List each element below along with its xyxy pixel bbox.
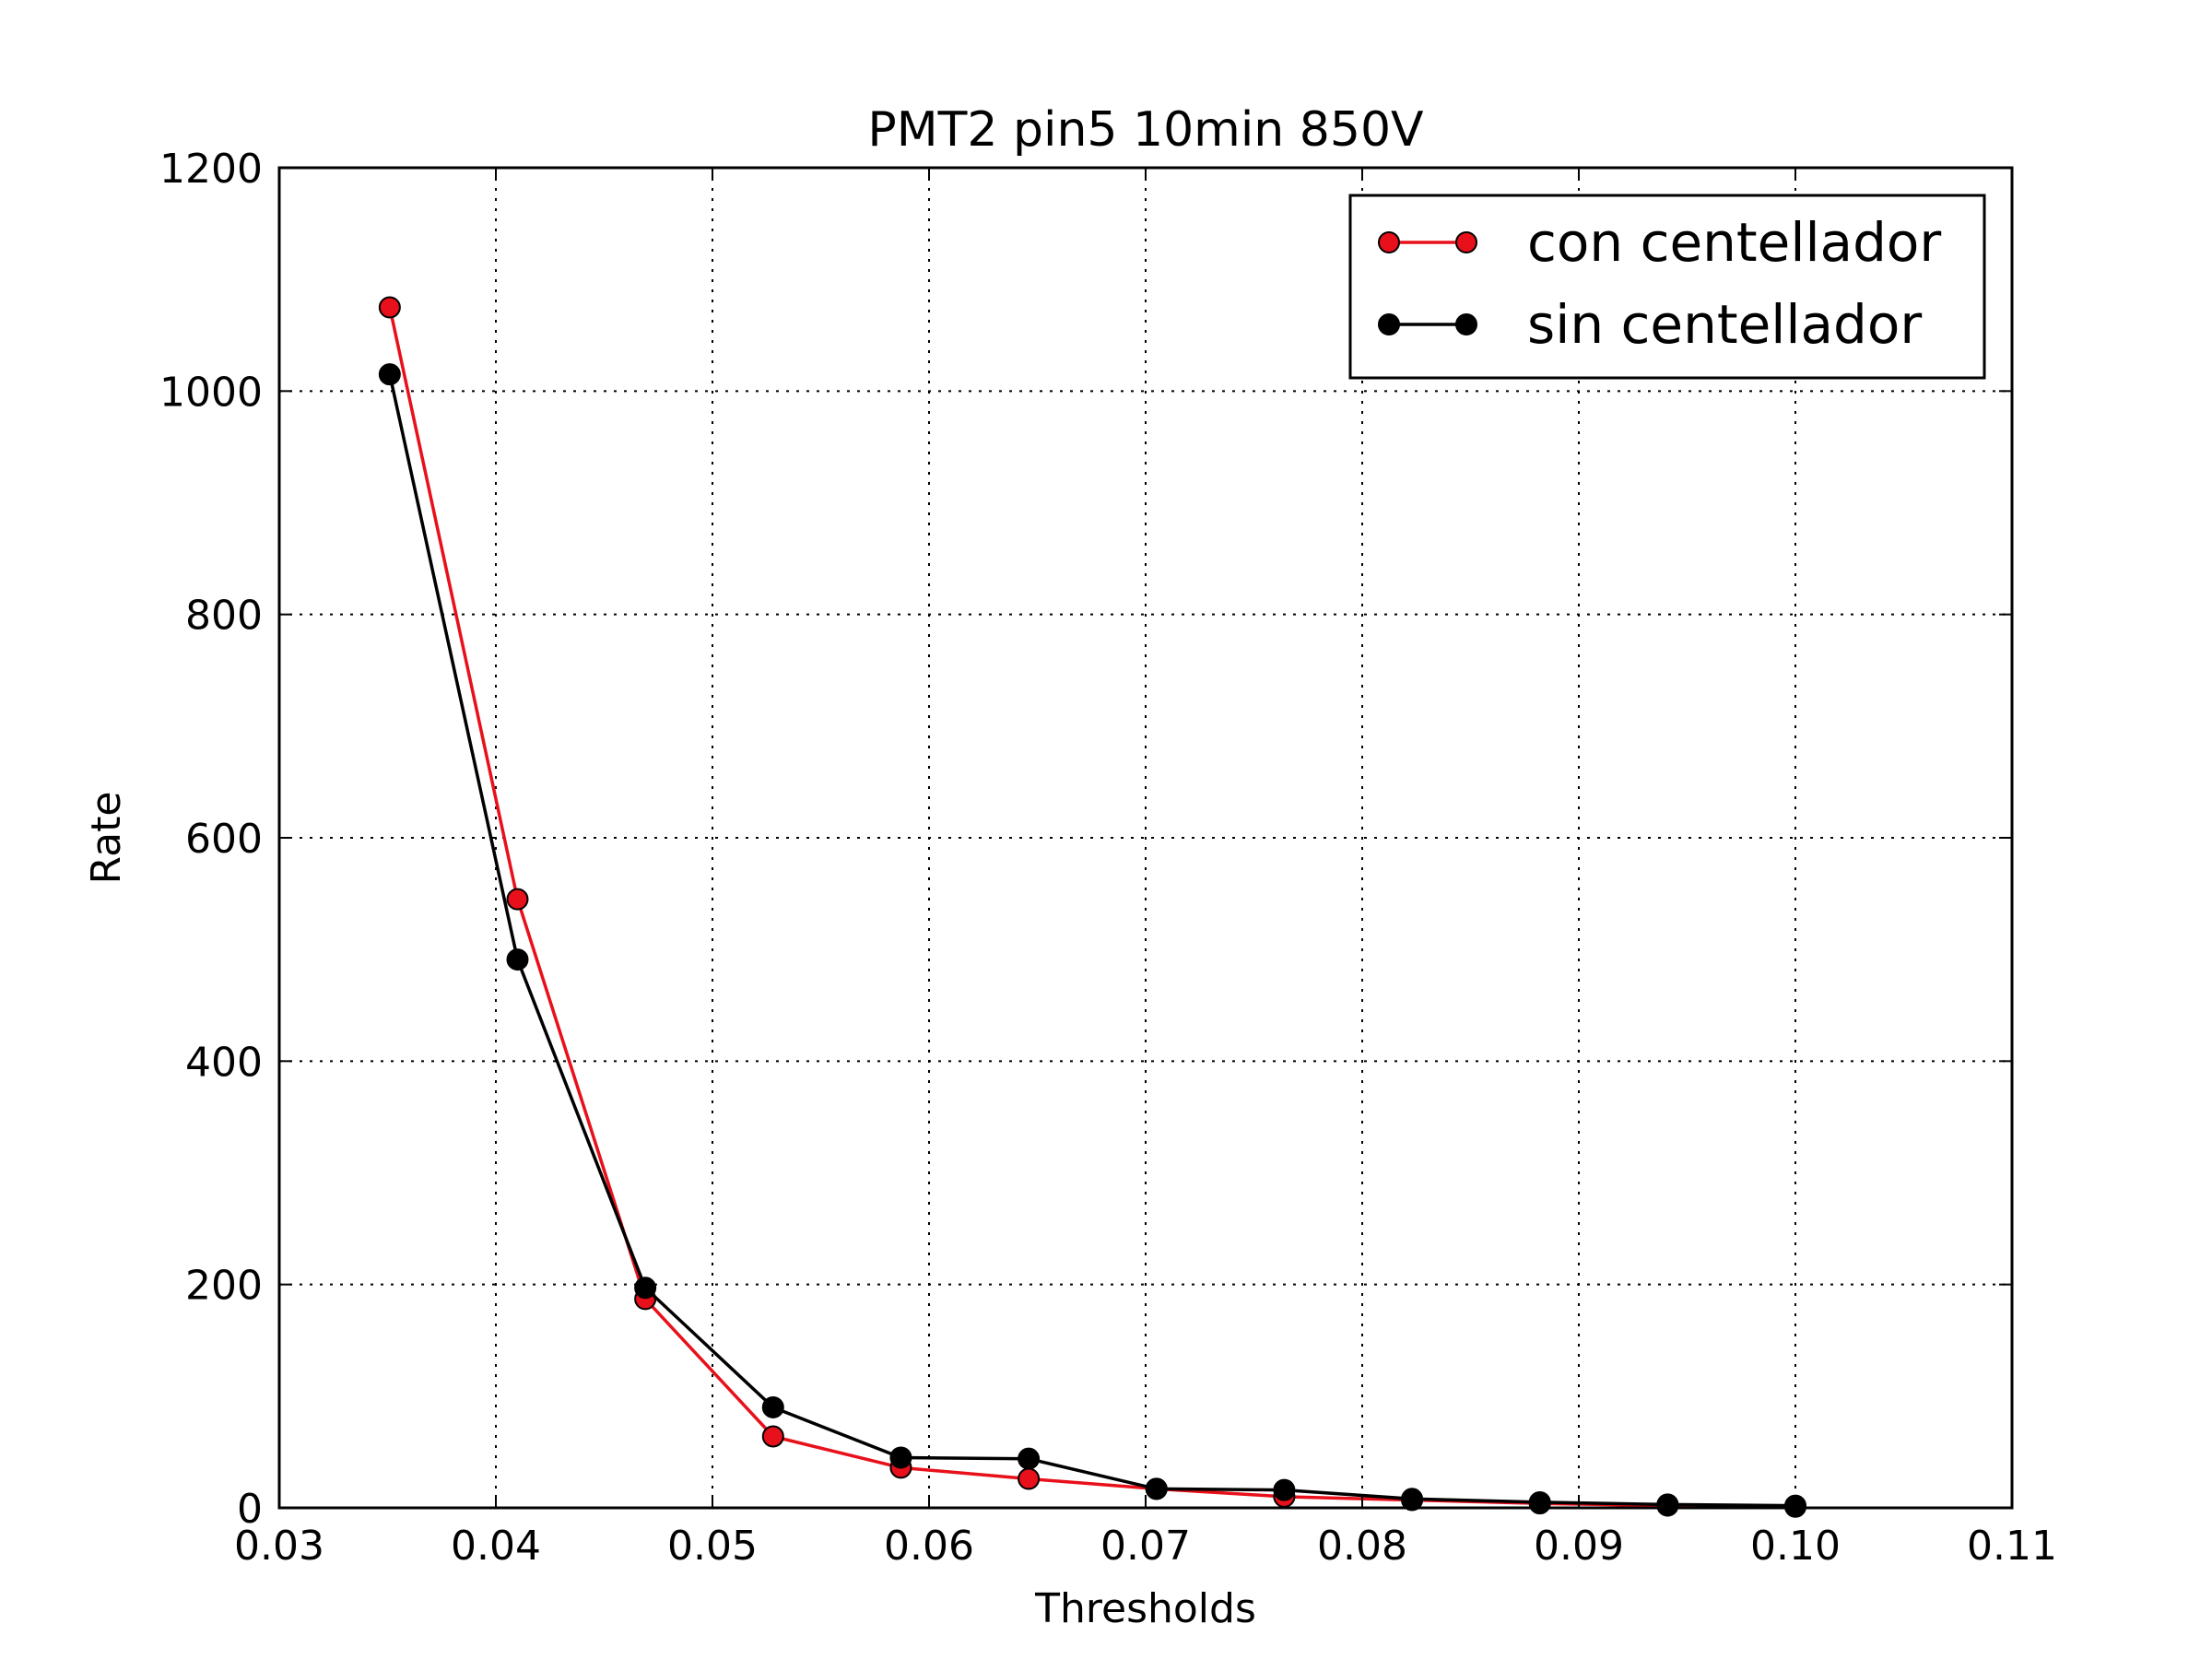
x-tick-label: 0.08	[1317, 1523, 1407, 1570]
series-line	[388, 373, 1796, 1508]
x-tick-label: 0.06	[884, 1523, 974, 1570]
data-point	[1018, 1447, 1041, 1470]
x-tick-label: 0.10	[1750, 1523, 1841, 1570]
y-tick-label: 200	[185, 1263, 263, 1310]
data-point	[506, 888, 529, 911]
y-tick-label: 0	[237, 1486, 263, 1533]
x-tick-label: 0.03	[234, 1523, 324, 1570]
legend-marker	[1455, 313, 1477, 335]
series-layer	[378, 296, 1806, 1518]
x-tick-label: 0.05	[667, 1523, 758, 1570]
legend-marker	[1455, 231, 1477, 253]
data-point	[378, 363, 401, 386]
grid	[279, 168, 2012, 1508]
data-point	[378, 296, 401, 319]
data-point	[506, 948, 529, 971]
y-tick-label: 1000	[159, 369, 263, 416]
x-tick-label: 0.09	[1534, 1523, 1624, 1570]
x-axis-label: Thresholds	[1034, 1585, 1256, 1632]
y-axis-label: Rate	[83, 792, 130, 885]
legend-marker	[1378, 231, 1400, 253]
data-point	[1018, 1467, 1041, 1490]
x-tick-label: 0.04	[451, 1523, 541, 1570]
axis-ticks: 0.03 0.04 0.05 0.06 0.07 0.08 0.09 0.10 0.11 0 200…	[159, 146, 2057, 1570]
legend-label: con centellador	[1527, 211, 1941, 274]
y-tick-label: 400	[185, 1039, 263, 1086]
data-point	[1528, 1490, 1551, 1513]
data-point	[761, 1395, 784, 1418]
series-2	[378, 363, 1806, 1517]
legend-label: sin centellador	[1527, 293, 1922, 356]
series-1	[378, 296, 1806, 1518]
chart-title: PMT2 pin5 10min 850V	[867, 102, 1424, 158]
data-point	[1401, 1488, 1424, 1511]
data-point	[634, 1277, 657, 1300]
data-point	[761, 1425, 784, 1448]
x-tick-label: 0.11	[1967, 1523, 2057, 1570]
legend-box	[1348, 194, 1986, 380]
data-point	[889, 1446, 912, 1469]
legend-item-1: con centellador	[1378, 211, 1941, 274]
legend-marker	[1378, 313, 1400, 335]
data-point	[1656, 1493, 1679, 1516]
data-point	[1145, 1477, 1168, 1500]
y-tick-label: 1200	[159, 146, 263, 193]
legend: con centellador sin centellador	[1348, 194, 1986, 380]
data-point	[1273, 1478, 1296, 1501]
y-tick-label: 800	[185, 593, 263, 640]
x-tick-label: 0.07	[1100, 1523, 1191, 1570]
series-line	[388, 307, 1796, 1509]
legend-item-2: sin centellador	[1378, 293, 1922, 356]
y-tick-label: 600	[185, 816, 263, 863]
